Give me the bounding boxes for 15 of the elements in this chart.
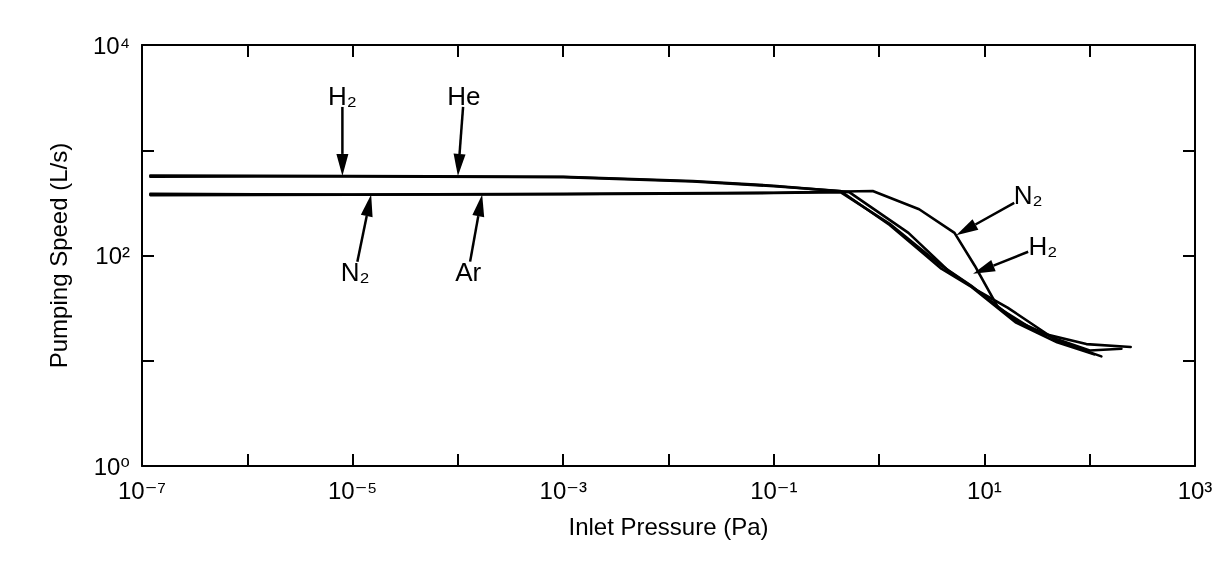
y-tick-label: 10⁴ [92, 31, 130, 59]
x-tick-label: 10¹ [967, 476, 1002, 504]
annotation: N₂ [1013, 180, 1043, 211]
annotation: He [447, 80, 481, 111]
x-axis-title: Inlet Pressure (Pa) [568, 512, 769, 540]
y-tick-label: 10² [95, 242, 131, 269]
annotation: H₂ [1028, 230, 1058, 261]
x-tick-label: 10⁻⁵ [327, 476, 378, 504]
x-tick-label: 10⁻³ [539, 476, 587, 504]
annotation: Ar [455, 257, 482, 288]
x-tick-label: 10⁻¹ [750, 476, 798, 504]
y-axis-title: Pumping Speed (L/s) [44, 142, 72, 369]
x-tick-label: 10³ [1177, 476, 1213, 504]
annotation: H₂ [327, 80, 357, 111]
annotation: N₂ [340, 257, 370, 288]
